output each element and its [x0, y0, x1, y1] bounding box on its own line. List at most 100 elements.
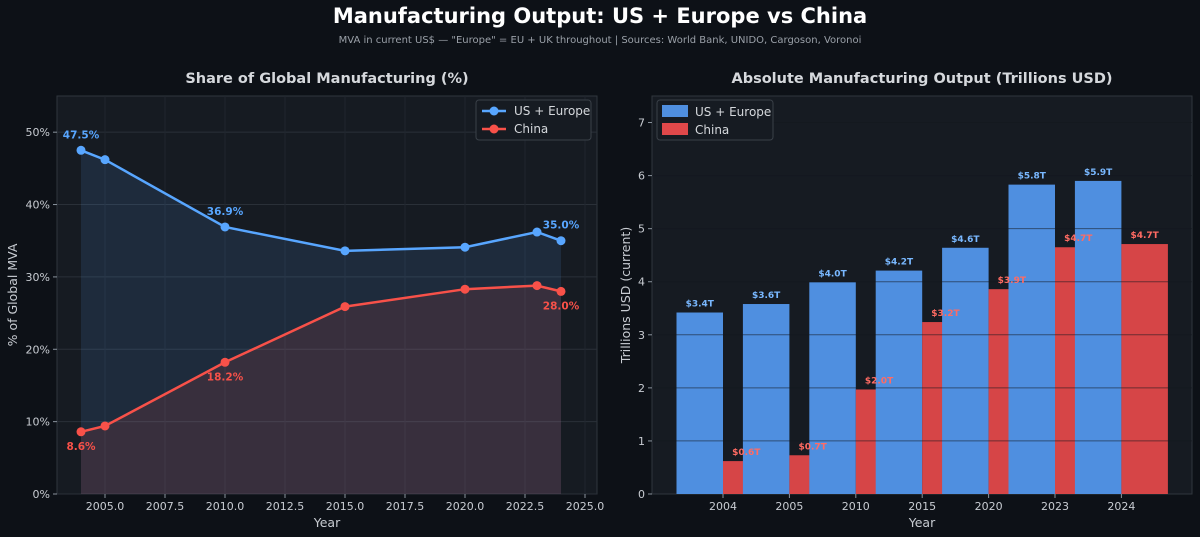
left-chart-title: Share of Global Manufacturing (%): [185, 71, 468, 87]
data-label-china: 8.6%: [66, 441, 96, 453]
right-x-tick-label: 2005: [775, 500, 803, 513]
right-y-tick-label: 0: [638, 488, 645, 501]
legend-china-label: China: [514, 122, 548, 136]
point-china: [100, 421, 110, 431]
right-y-tick-label: 4: [638, 276, 645, 289]
left-y-tick-label: 10%: [26, 416, 50, 429]
right-chart-title: Absolute Manufacturing Output (Trillions…: [731, 71, 1112, 87]
right-y-ticks: 0 1 2 3 4 5 6 7: [638, 117, 652, 501]
data-label-us-europe: 36.9%: [207, 206, 244, 218]
bar-us-europe: [875, 270, 923, 494]
data-label-china: 28.0%: [543, 300, 580, 312]
right-x-tick-label: 2004: [709, 500, 737, 513]
point-us-europe: [556, 236, 566, 246]
absolute-bar-chart: $3.4T $0.6T $3.6T $0.7T $4.0T $2.0T $4.2T $3.2T…: [618, 71, 1193, 530]
area-china: [81, 285, 561, 494]
bar-china: [1121, 244, 1168, 494]
left-x-tick-label: 2007.5: [146, 500, 185, 513]
bar-label-china: $0.7T: [798, 442, 827, 452]
point-china: [460, 284, 470, 294]
data-label-us-europe: 47.5%: [63, 129, 100, 141]
right-x-tick-label: 2010: [842, 500, 870, 513]
left-y-axis-label: % of Global MVA: [5, 243, 20, 346]
left-x-tick-label: 2025.0: [566, 500, 605, 513]
bar-label-us-europe: $4.6T: [951, 235, 980, 245]
bar-us-europe: [676, 312, 723, 494]
right-x-tick-label: 2015: [908, 500, 936, 513]
right-x-ticks: 2004 2005 2010 2015 2020 2023 2024: [709, 494, 1135, 513]
bar-label-us-europe: $4.0T: [818, 269, 847, 279]
left-x-tick-label: 2010.0: [206, 500, 245, 513]
bar-label-us-europe: $4.2T: [885, 258, 914, 268]
legend-us-label: US + Europe: [695, 105, 771, 119]
bar-us-europe: [1008, 184, 1055, 494]
data-label-us-europe: 35.0%: [543, 220, 580, 232]
point-china: [556, 286, 566, 296]
point-us-europe: [220, 222, 230, 232]
bar-label-us-europe: $3.4T: [686, 300, 715, 310]
left-x-tick-label: 2005.0: [86, 500, 125, 513]
left-x-tick-label: 2022.5: [506, 500, 545, 513]
left-x-axis-label: Year: [313, 515, 341, 530]
left-annotations: 47.5% 36.9% 35.0% 8.6% 18.2% 28.0%: [63, 129, 580, 452]
point-china: [76, 427, 86, 437]
right-x-tick-label: 2023: [1041, 500, 1069, 513]
left-x-tick-label: 2012.5: [266, 500, 305, 513]
right-y-tick-label: 6: [638, 170, 645, 183]
point-china: [532, 281, 542, 291]
left-y-tick-label: 40%: [26, 199, 50, 212]
right-grid-overlay: [652, 122, 1192, 442]
page-subtitle: MVA in current US$ — "Europe" = EU + UK …: [338, 35, 862, 46]
right-y-tick-label: 2: [638, 382, 645, 395]
right-y-tick-label: 3: [638, 329, 645, 342]
right-legend: US + Europe China: [656, 99, 774, 141]
legend-us-marker: [489, 106, 499, 116]
right-y-axis-label: Trillions USD (current): [618, 227, 633, 364]
left-series-points: [76, 145, 566, 437]
bar-label-china: $3.9T: [998, 276, 1027, 286]
left-x-ticks: 2005.0 2007.5 2010.0 2012.5 2015.0 2017.5 2020…: [86, 494, 605, 513]
right-bars: [676, 180, 1168, 494]
left-y-tick-label: 30%: [26, 271, 50, 284]
bar-label-china: $4.7T: [1064, 234, 1093, 244]
left-x-tick-label: 2015.0: [326, 500, 365, 513]
left-y-tick-label: 50%: [26, 126, 50, 139]
page-title: Manufacturing Output: US + Europe vs Chi…: [332, 4, 868, 28]
bar-label-china: $0.6T: [732, 448, 761, 458]
bar-label-china: $4.7T: [1130, 231, 1159, 241]
bar-label-us-europe: $3.6T: [752, 291, 781, 301]
bar-us-europe: [742, 304, 790, 494]
right-x-axis-label: Year: [908, 515, 936, 530]
left-x-tick-label: 2020.0: [446, 500, 485, 513]
left-y-ticks: 0% 10% 20% 30% 40% 50%: [26, 126, 57, 501]
left-y-tick-label: 20%: [26, 343, 50, 356]
point-china: [220, 357, 230, 367]
right-x-tick-label: 2024: [1107, 500, 1135, 513]
right-bar-labels: $3.4T $0.6T $3.6T $0.7T $4.0T $2.0T $4.2T $3.2T…: [686, 168, 1160, 458]
data-label-china: 18.2%: [207, 371, 244, 383]
left-fill-areas: [81, 150, 561, 495]
bar-label-us-europe: $5.9T: [1084, 168, 1113, 178]
share-line-chart: 47.5% 36.9% 35.0% 8.6% 18.2% 28.0% 2005.0 2007…: [5, 71, 604, 530]
legend-china-marker: [489, 124, 499, 134]
legend-china-label: China: [695, 123, 729, 137]
left-plot-area: [56, 95, 598, 495]
legend-us-swatch: [662, 105, 688, 117]
left-x-tick-label: 2017.5: [386, 500, 425, 513]
right-x-tick-label: 2020: [975, 500, 1003, 513]
legend-china-swatch: [662, 123, 688, 135]
bar-label-china: $2.0T: [865, 376, 894, 386]
point-us-europe: [76, 145, 86, 155]
point-us-europe: [340, 246, 350, 256]
right-y-tick-label: 5: [638, 223, 645, 236]
legend-us-label: US + Europe: [514, 104, 590, 118]
point-us-europe: [460, 242, 470, 252]
right-y-tick-label: 1: [638, 435, 645, 448]
point-china: [340, 302, 350, 312]
area-us-europe: [81, 150, 561, 495]
bar-label-china: $3.2T: [931, 309, 960, 319]
right-y-tick-label: 7: [638, 117, 645, 130]
bar-us-europe: [942, 247, 989, 494]
bar-us-europe: [1074, 180, 1122, 494]
